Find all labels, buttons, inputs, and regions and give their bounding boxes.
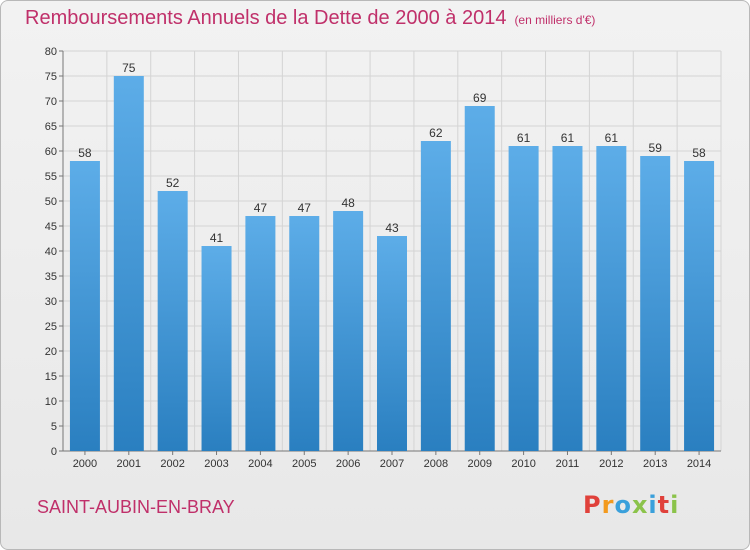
bar-2000 (69, 161, 100, 451)
bar-2001 (113, 76, 144, 451)
y-tick-label: 50 (45, 196, 57, 208)
x-tick-label: 2009 (467, 458, 491, 470)
title-main: Remboursements Annuels de la Dette de 20… (25, 7, 507, 29)
bar-2004 (245, 216, 276, 451)
chart-title: Remboursements Annuels de la Dette de 20… (25, 7, 595, 30)
x-tick-label: 2000 (73, 458, 97, 470)
bar-2006 (333, 211, 364, 451)
logo-letter: i (670, 491, 680, 519)
x-tick-label: 2006 (336, 458, 360, 470)
x-tick-label: 2005 (292, 458, 316, 470)
x-tick-label: 2013 (643, 458, 667, 470)
bar-value-label: 48 (341, 196, 355, 210)
x-tick-label: 2012 (599, 458, 623, 470)
y-tick-label: 70 (45, 96, 57, 108)
bar-value-label: 58 (78, 146, 92, 160)
y-tick-label: 40 (45, 246, 57, 258)
bar-value-label: 52 (166, 176, 180, 190)
bar-value-label: 62 (429, 126, 443, 140)
bars (69, 76, 715, 451)
bar-2008 (420, 141, 451, 451)
bar-value-label: 61 (605, 131, 619, 145)
x-tick-label: 2001 (117, 458, 141, 470)
proxiti-logo: Proxiti (583, 491, 679, 519)
x-tick-label: 2004 (248, 458, 272, 470)
bar-value-label: 43 (385, 221, 399, 235)
x-tick-label: 2002 (160, 458, 184, 470)
bar-2014 (684, 161, 715, 451)
bar-2005 (289, 216, 320, 451)
y-tick-label: 15 (45, 371, 57, 383)
y-tick-label: 45 (45, 221, 57, 233)
y-tick-label: 0 (51, 446, 57, 458)
logo-letter: r (601, 491, 615, 519)
x-tick-label: 2010 (511, 458, 535, 470)
bar-value-label: 59 (649, 141, 663, 155)
y-tick-label: 80 (45, 46, 57, 58)
bar-2003 (201, 246, 232, 451)
y-tick-label: 55 (45, 171, 57, 183)
bar-value-label: 61 (517, 131, 531, 145)
x-tick-label: 2003 (204, 458, 228, 470)
x-tick-label: 2011 (556, 458, 580, 470)
x-tick-label: 2008 (424, 458, 448, 470)
bar-value-label: 58 (692, 146, 706, 160)
y-tick-label: 5 (51, 421, 57, 433)
bar-2009 (464, 106, 495, 451)
bar-value-label: 41 (210, 231, 224, 245)
title-unit: (en milliers d'€) (514, 13, 596, 27)
bar-value-label: 75 (122, 61, 136, 75)
logo-letter: P (583, 491, 602, 519)
bar-value-label: 69 (473, 91, 487, 105)
bar-2010 (508, 146, 539, 451)
y-tick-label: 30 (45, 296, 57, 308)
y-tick-label: 10 (45, 396, 57, 408)
y-tick-label: 35 (45, 271, 57, 283)
logo-letter: o (614, 491, 632, 519)
logo-letter: x (631, 491, 649, 519)
bar-2002 (157, 191, 188, 451)
y-tick-label: 25 (45, 321, 57, 333)
y-tick-label: 60 (45, 146, 57, 158)
bar-value-label: 47 (254, 201, 268, 215)
y-tick-label: 65 (45, 121, 57, 133)
bar-2012 (596, 146, 627, 451)
logo-letter: i (648, 491, 658, 519)
logo-letter: t (657, 491, 671, 519)
x-tick-label: 2014 (687, 458, 711, 470)
y-tick-label: 75 (45, 71, 57, 83)
labels: 0 5 10 15 20 25 30 35 40 45 50 55 60 65 70 75 80 58 2000 75… (45, 46, 712, 470)
bar-2013 (640, 156, 671, 451)
bar-2007 (377, 236, 407, 451)
x-tick-label: 2007 (380, 458, 404, 470)
city-name: SAINT-AUBIN-EN-BRAY (37, 497, 235, 517)
bar-value-label: 61 (561, 131, 575, 145)
bar-value-label: 47 (298, 201, 312, 215)
y-tick-label: 20 (45, 346, 57, 358)
bar-2011 (552, 146, 583, 451)
